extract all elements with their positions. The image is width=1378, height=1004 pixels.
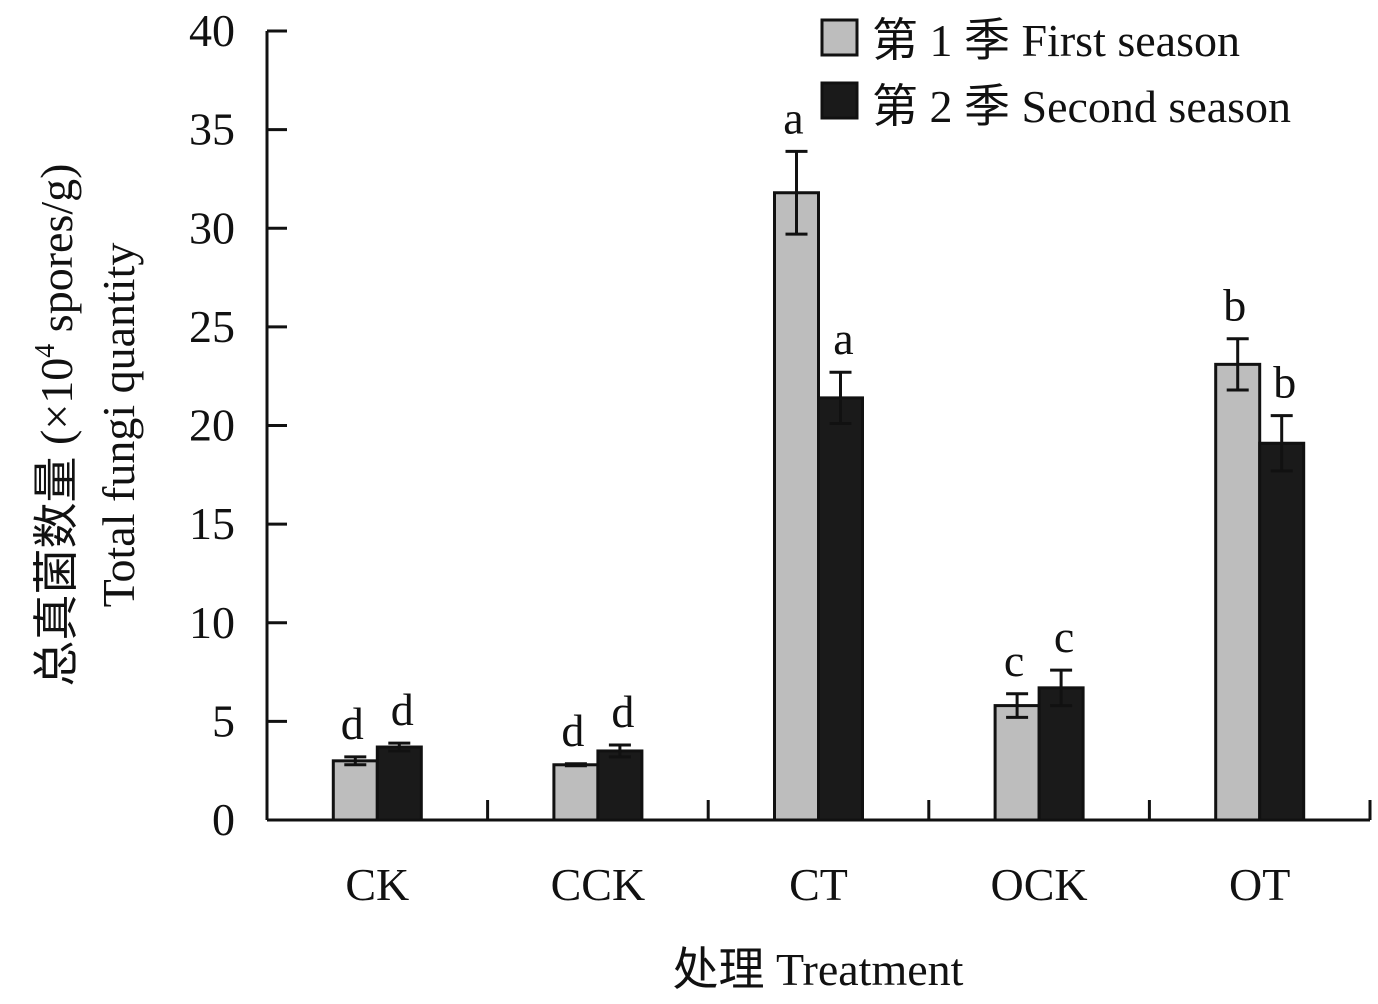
- legend: 第 1 季 First season 第 2 季 Second season: [820, 15, 1291, 132]
- y-axis-title-en: Total fungi quantity: [93, 243, 144, 608]
- significance-letter: d: [561, 705, 584, 756]
- y-tick-label: 40: [189, 5, 235, 56]
- y-axis-title-superscript: 4: [30, 344, 61, 358]
- y-axis-title-cn: 总真菌数量 (×104 spores/g): [30, 164, 82, 687]
- bar-second-season: [1037, 686, 1085, 822]
- significance-letter: c: [1054, 611, 1074, 662]
- legend-swatch-second-season: [820, 81, 859, 120]
- bar-first-season: [331, 759, 379, 822]
- bar-second-season: [596, 749, 644, 822]
- legend-swatch-first-season: [820, 18, 859, 57]
- bars: [331, 149, 1306, 822]
- axes: 0 5 10 15 20 25 30 35 40: [189, 5, 1372, 845]
- y-tick-label: 5: [212, 695, 235, 746]
- bar-second-season: [817, 396, 864, 822]
- x-tick-label: CCK: [551, 859, 646, 910]
- x-tick-label: OT: [1229, 859, 1290, 910]
- significance-letter: b: [1223, 280, 1246, 331]
- y-tick-label: 20: [189, 400, 235, 451]
- bar-first-season: [773, 191, 820, 822]
- bar-first-season: [552, 763, 600, 822]
- x-tick-label: OCK: [991, 859, 1088, 910]
- x-axis-title: 处理 Treatment: [673, 944, 964, 995]
- bar-second-season: [375, 745, 423, 822]
- significance-letter: b: [1273, 357, 1296, 408]
- bar-first-season: [1214, 362, 1262, 822]
- y-tick-label: 0: [212, 794, 235, 845]
- y-tick-label: 25: [189, 301, 235, 352]
- legend-label-second-season: 第 2 季 Second season: [872, 81, 1291, 132]
- y-tick-label: 15: [189, 498, 235, 549]
- significance-letter: c: [1004, 635, 1024, 686]
- significance-letter: a: [783, 92, 803, 143]
- y-axis-title-cn-main: 总真菌数量 (×10: [31, 358, 82, 687]
- bar-first-season: [993, 704, 1041, 822]
- y-axis-title-unit: spores/g): [31, 164, 82, 344]
- significance-letter: d: [391, 684, 414, 735]
- y-tick-label: 10: [189, 597, 235, 648]
- x-tick-label: CK: [345, 859, 409, 910]
- bar-second-season: [1258, 441, 1306, 822]
- x-tick-label: CT: [789, 859, 848, 910]
- y-tick-label: 30: [189, 202, 235, 253]
- legend-label-first-season: 第 1 季 First season: [872, 15, 1240, 66]
- significance-letter: d: [611, 686, 634, 737]
- significance-letter: a: [833, 313, 853, 364]
- y-tick-label: 35: [189, 104, 235, 155]
- significance-letter: d: [341, 698, 364, 749]
